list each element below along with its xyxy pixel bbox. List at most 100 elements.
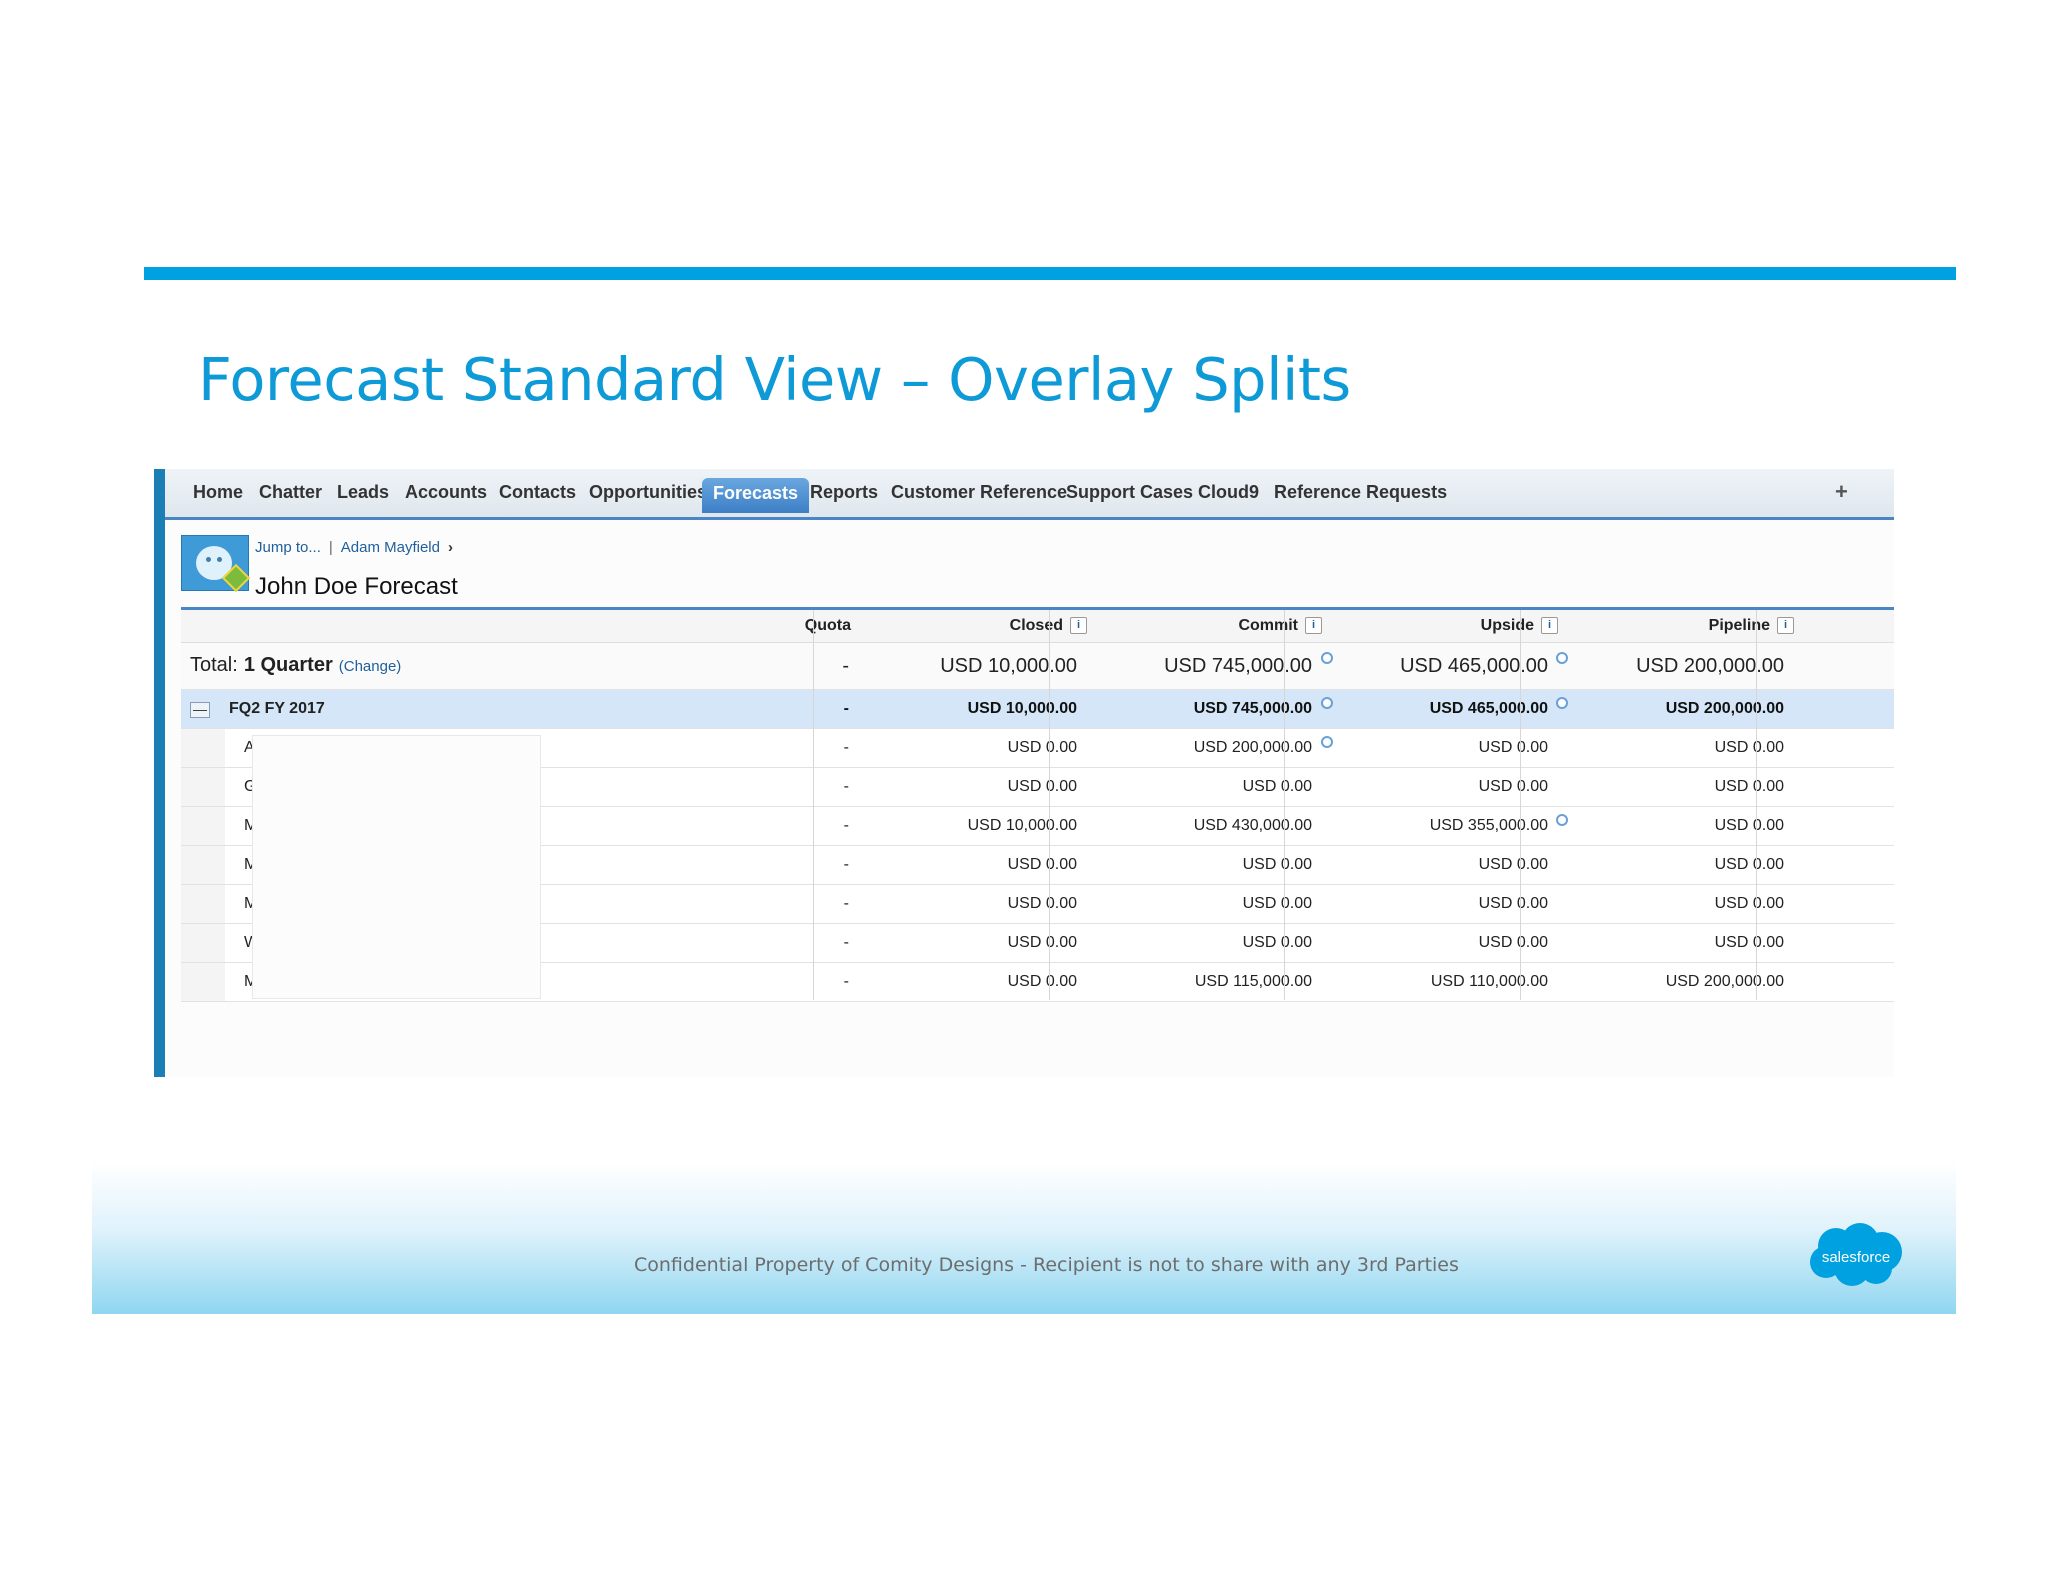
period-closed: USD 10,000.00 [967,700,1077,717]
row-pipeline: USD 0.00 [1714,934,1784,951]
forecast-avatar-icon [181,535,251,593]
header-pipeline[interactable]: Pipeline i [1709,617,1794,635]
period-commit: USD 745,000.00 [1193,700,1312,717]
row-closed: USD 0.00 [1007,856,1077,873]
total-upside: USD 465,000.00 [1400,655,1548,677]
row-commit: USD 0.00 [1242,895,1312,912]
row-pipeline: USD 0.00 [1714,856,1784,873]
row-pipeline: USD 0.00 [1714,895,1784,912]
column-divider [1284,610,1285,1000]
grid-header-row: Quota Closed i Commit i Upside i Pipeline i [181,610,1894,643]
indent-column [181,807,225,845]
jump-to-link[interactable]: Jump to... [255,539,321,556]
row-commit: USD 0.00 [1242,778,1312,795]
forecast-screenshot: Home Chatter Leads Accounts Contacts Opp… [154,469,1894,1077]
breadcrumb-separator: | [328,539,333,556]
row-upside: USD 110,000.00 [1430,973,1548,990]
tab-cloud9[interactable]: Cloud9 [1198,482,1259,502]
row-quota: - [843,934,849,951]
total-quota: - [842,655,849,677]
redaction-box [252,735,541,999]
total-pipeline: USD 200,000.00 [1636,655,1784,677]
row-quota: - [843,739,849,756]
row-commit: USD 430,000.00 [1193,817,1312,834]
slide-accent-bar [144,267,1956,280]
add-tab-plus-icon[interactable]: + [1835,479,1848,504]
tab-accounts[interactable]: Accounts [405,482,488,502]
tab-leads[interactable]: Leads [337,482,390,502]
period-label: FQ2 FY 2017 [229,700,325,717]
row-quota: - [843,817,849,834]
row-upside: USD 0.00 [1478,739,1548,756]
row-quota: - [843,895,849,912]
breadcrumb-user-link[interactable]: Adam Mayfield [340,539,440,556]
header-quota[interactable]: Quota [804,617,851,634]
row-pipeline: USD 200,000.00 [1665,973,1784,990]
footer-confidential-text: Confidential Property of Comity Designs … [634,1254,1459,1276]
row-closed: USD 10,000.00 [967,817,1077,834]
tab-customer-reference[interactable]: Customer Reference [891,482,1068,502]
column-divider [1756,610,1757,1000]
indent-column [181,846,225,884]
status-dot-icon [1556,652,1568,664]
period-row[interactable]: — FQ2 FY 2017 - USD 10,000.00 USD 745,00… [181,690,1894,729]
row-pipeline: USD 0.00 [1714,778,1784,795]
total-closed: USD 10,000.00 [940,655,1077,677]
column-divider [1049,610,1050,1000]
status-dot-icon [1321,652,1333,664]
total-range: 1 Quarter [243,654,333,676]
indent-column [181,768,225,806]
row-pipeline: USD 0.00 [1714,739,1784,756]
status-dot-icon [1321,697,1333,709]
nav-tab-bar: Home Chatter Leads Accounts Contacts Opp… [165,469,1894,520]
row-upside: USD 0.00 [1478,778,1548,795]
breadcrumb: Jump to... | Adam Mayfield › [255,539,453,556]
tab-reports[interactable]: Reports [810,482,879,502]
tab-home[interactable]: Home [193,482,244,502]
salesforce-logo: salesforce [1810,1223,1902,1286]
period-pipeline: USD 200,000.00 [1665,700,1784,717]
info-icon[interactable]: i [1541,617,1558,635]
tab-forecasts[interactable]: Forecasts [702,478,810,513]
info-icon[interactable]: i [1777,617,1794,635]
collapse-icon[interactable]: — [190,702,210,718]
owner-name[interactable]: A [244,739,255,756]
row-closed: USD 0.00 [1007,973,1077,990]
status-dot-icon [1321,736,1333,748]
status-dot-icon [1556,697,1568,709]
indent-column [181,885,225,923]
column-divider [1520,610,1521,1000]
header-commit[interactable]: Commit i [1238,617,1322,635]
indent-column [181,963,225,1001]
row-pipeline: USD 0.00 [1714,817,1784,834]
tab-support-cases[interactable]: Support Cases [1066,482,1194,502]
row-commit: USD 0.00 [1242,856,1312,873]
tab-opportunities[interactable]: Opportunities [589,482,707,502]
change-link[interactable]: (Change) [338,658,402,675]
total-row: Total: 1 Quarter (Change) - USD 10,000.00 … [181,643,1894,690]
row-closed: USD 0.00 [1007,895,1077,912]
tab-contacts[interactable]: Contacts [499,482,577,502]
screenshot-left-border [154,469,165,1077]
row-quota: - [843,973,849,990]
total-commit: USD 745,000.00 [1164,655,1312,677]
row-closed: USD 0.00 [1007,778,1077,795]
info-icon[interactable]: i [1070,617,1087,635]
indent-column [181,924,225,962]
info-icon[interactable]: i [1305,617,1322,635]
period-upside: USD 465,000.00 [1429,700,1548,717]
row-closed: USD 0.00 [1007,934,1077,951]
page-title: John Doe Forecast [255,573,458,600]
row-quota: - [843,856,849,873]
row-commit: USD 0.00 [1242,934,1312,951]
tab-chatter[interactable]: Chatter [259,482,323,502]
status-dot-icon [1556,814,1568,826]
row-commit: USD 115,000.00 [1194,973,1312,990]
row-upside: USD 355,000.00 [1429,817,1548,834]
row-upside: USD 0.00 [1478,856,1548,873]
footer-band [92,1162,1956,1314]
row-upside: USD 0.00 [1478,934,1548,951]
tab-reference-requests[interactable]: Reference Requests [1274,482,1448,502]
row-quota: - [843,778,849,795]
period-quota: - [843,700,849,717]
